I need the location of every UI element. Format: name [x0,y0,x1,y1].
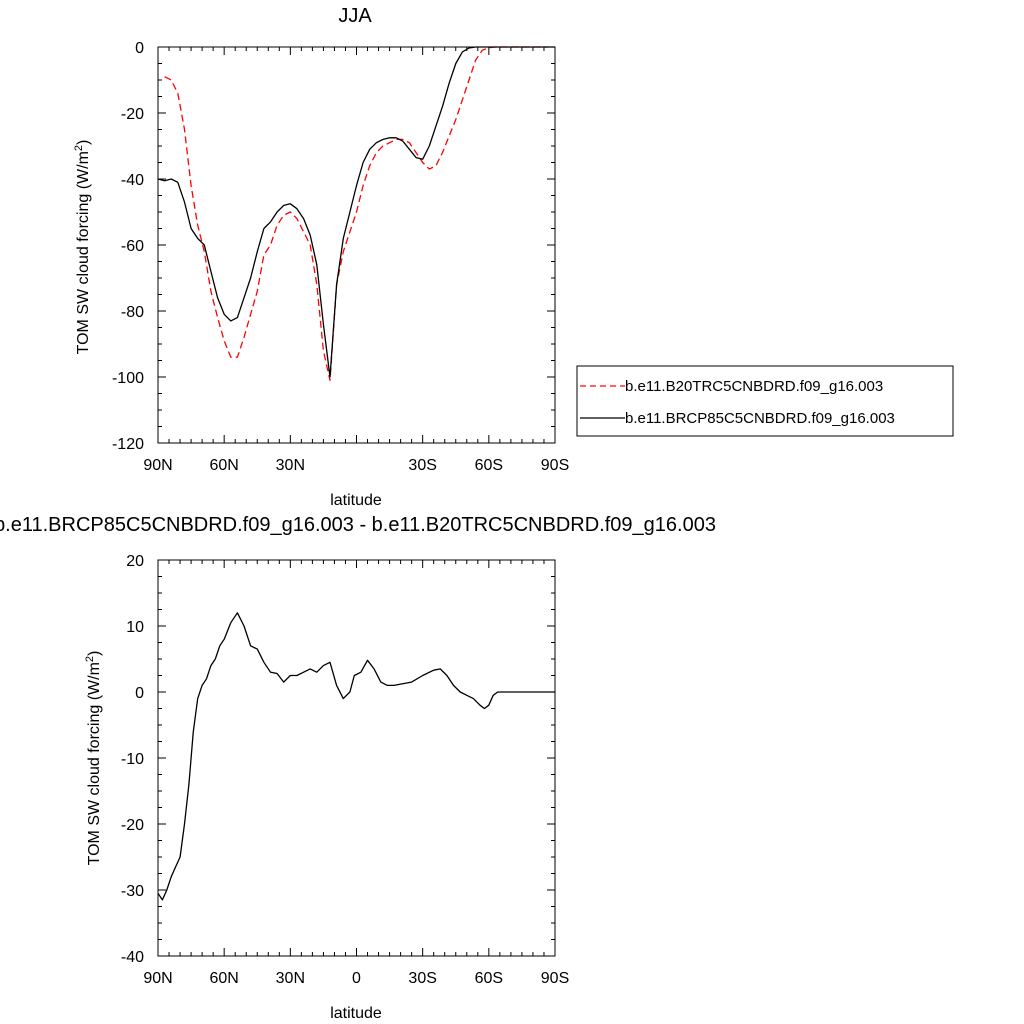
chart-bottom-title: b.e11.BRCP85C5CNBDRD.f09_g16.003 - b.e11… [0,514,716,536]
chart-bottom-series-line-1 [157,612,555,901]
chart-top-ytick-label: -60 [121,238,144,255]
chart-bottom-xtick-label: 90N [143,970,172,987]
chart-top-xtick-label: 30N [276,457,305,474]
chart-bottom-plot-area [157,559,556,957]
chart-top-ticks: 90N 60N 30N 30S 60S 90S 0 -20 -40 -60 -80 -100 -120 [112,40,569,474]
chart-top-title: JJA [338,5,372,27]
chart-bottom-ytick-label: -30 [121,883,144,900]
chart-bottom-ytick-label: 10 [126,619,144,636]
chart-top-xlabel: latitude [330,492,382,509]
chart-bottom-series [157,612,555,901]
chart-bottom-xtick-label: 30N [276,970,305,987]
chart-bottom-ytick-label: -20 [121,817,144,834]
chart-top-series-line-1 [164,46,549,381]
chart-bottom: b.e11.BRCP85C5CNBDRD.f09_g16.003 - b.e11… [0,514,716,1022]
chart-top-xtick-label: 60N [209,457,238,474]
chart-bottom-ylabel-sup: 2 [84,656,96,662]
chart-top-xtick-label: 90S [541,457,569,474]
chart-bottom-ylabel: TOM SW cloud forcing (W/m2) [84,651,103,866]
chart-top-ytick-label: -20 [121,106,144,123]
chart-bottom-xtick-label: 60S [475,970,503,987]
chart-top-ylabel: TOM SW cloud forcing (W/m2) [73,140,92,355]
chart-bottom-ytick-label: -10 [121,751,144,768]
chart-top-legend: b.e11.B20TRC5CNBDRD.f09_g16.003 b.e11.BR… [576,365,954,437]
chart-top-series [157,46,555,381]
chart-top-xtick-label: 30S [408,457,436,474]
chart-bottom-ticks: 90N 60N 30N 0 30S 60S 90S 20 10 0 -10 -20 -30 -40 [121,553,569,987]
chart-top-ylabel-main: TOM SW cloud forcing (W/m [75,151,92,354]
chart-bottom-xlabel: latitude [330,1005,382,1022]
chart-top-xtick-label: 90N [143,457,172,474]
chart-top-series-line-2 [157,46,555,378]
chart-top: JJA 90N 60N 30N 30S 60S 90S 0 -20 -40 -60 -80 -100 -… [73,5,954,509]
chart-bottom-ytick-label: 20 [126,553,144,570]
chart-bottom-ylabel-main: TOM SW cloud forcing (W/m [86,662,103,865]
chart-top-ytick-label: 0 [135,40,144,57]
chart-bottom-xtick-label: 90S [541,970,569,987]
chart-bottom-xtick-label: 30S [408,970,436,987]
chart-bottom-ytick-label: -40 [121,949,144,966]
chart-top-xtick-label: 60S [475,457,503,474]
chart-top-ytick-label: -100 [112,370,144,387]
chart-top-ytick-label: -40 [121,172,144,189]
chart-top-ytick-label: -80 [121,304,144,321]
chart-bottom-xtick-label: 60N [209,970,238,987]
chart-top-plot-area [157,46,556,444]
legend-label-series-2: b.e11.BRCP85C5CNBDRD.f09_g16.003 [625,410,895,427]
legend-box [576,365,954,437]
chart-bottom-ytick-label: 0 [135,685,144,702]
chart-top-ylabel-sup: 2 [73,145,85,151]
chart-bottom-xtick-label: 0 [352,970,361,987]
chart-top-ylabel-close: ) [75,140,92,145]
chart-top-ytick-label: -120 [112,436,144,453]
legend-label-series-1: b.e11.B20TRC5CNBDRD.f09_g16.003 [625,378,883,395]
chart-bottom-ylabel-close: ) [86,651,103,656]
